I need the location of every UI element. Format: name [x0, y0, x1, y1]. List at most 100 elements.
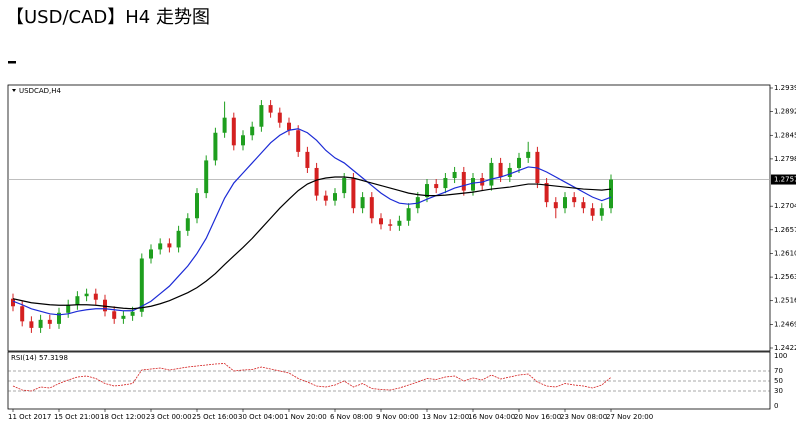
candle-body [599, 208, 604, 216]
candle-body [222, 117, 227, 133]
candle-body [84, 293, 89, 297]
candle-body [185, 218, 190, 231]
candle-body [489, 162, 494, 186]
current-price-label: 1.2757 [774, 176, 796, 184]
y-tick-label: 1.2610 [774, 249, 796, 257]
y-tick-label: 1.2845 [774, 131, 796, 139]
moving-average [12, 176, 612, 310]
candle-body [342, 178, 347, 194]
candle-body [314, 167, 319, 196]
candle-body [103, 299, 107, 312]
rsi-line [12, 363, 612, 392]
candle-body [195, 193, 199, 219]
x-tick-label: 11 Oct 2017 [8, 413, 51, 421]
candle-body [609, 179, 613, 209]
pane-icon [12, 89, 16, 92]
candle-body [434, 184, 439, 189]
candle-body [167, 243, 172, 248]
candle-body [287, 122, 291, 131]
candle-body [333, 193, 337, 201]
candle-body [11, 298, 15, 307]
x-tick-label: 20 Nov 16:00 [514, 413, 561, 421]
candle-body [296, 130, 301, 152]
marker [8, 61, 16, 64]
x-tick-label: 25 Oct 16:00 [192, 413, 238, 421]
y-tick-label: 1.2516 [774, 297, 796, 305]
candle-body [20, 306, 25, 322]
x-tick-label: 1 Nov 20:00 [284, 413, 327, 421]
candle-body [369, 197, 374, 219]
candle-body [130, 311, 135, 316]
candle-body [351, 178, 356, 209]
candle-body [452, 171, 457, 179]
candle-body [75, 296, 80, 305]
price-pane [7, 84, 771, 352]
x-tick-label: 15 Oct 21:00 [54, 413, 100, 421]
x-tick-label: 13 Nov 12:00 [422, 413, 469, 421]
candle-body [526, 151, 531, 158]
candle-body [360, 197, 365, 209]
y-tick-label: 30 [774, 387, 783, 395]
candle-body [590, 208, 595, 216]
candle-body [388, 224, 393, 226]
candle-body [397, 220, 402, 226]
candle-body [250, 126, 255, 136]
x-tick-label: 9 Nov 00:00 [376, 413, 419, 421]
y-tick-label: 0 [774, 402, 778, 410]
candle-body [323, 195, 328, 201]
candle-body [121, 315, 126, 319]
candle-body [38, 319, 43, 328]
candle-body [149, 249, 153, 259]
candle-body [443, 178, 448, 189]
candle-body [425, 184, 429, 198]
candle-body [563, 197, 567, 209]
x-tick-label: 16 Nov 04:00 [468, 413, 515, 421]
y-tick-label: 1.2657 [774, 226, 796, 234]
y-tick-label: 1.2704 [774, 202, 796, 210]
y-tick-label: 1.2892 [774, 108, 796, 116]
x-tick-label: 27 Nov 20:00 [606, 413, 653, 421]
y-tick-label: 50 [774, 377, 783, 385]
candle-body [406, 208, 411, 221]
y-tick-label: 1.2422 [774, 344, 796, 352]
candle-body [176, 230, 181, 248]
candle-body [277, 112, 282, 123]
candle-body [517, 157, 521, 168]
y-tick-label: 100 [774, 352, 787, 360]
candle-body [461, 171, 466, 191]
candle-body [572, 197, 577, 203]
candle-body [471, 178, 475, 191]
candle-body [139, 258, 144, 312]
candle-body [93, 293, 98, 300]
candle-body [29, 321, 34, 328]
rsi-pane [7, 351, 771, 410]
y-tick-label: 1.2798 [774, 155, 796, 163]
y-tick-label: 70 [774, 367, 783, 375]
candle-body [112, 311, 117, 319]
candle-body [268, 105, 273, 113]
candle-body [57, 312, 61, 324]
x-tick-label: 30 Oct 04:00 [238, 413, 284, 421]
current-price-box [771, 174, 796, 185]
candle-body [158, 243, 163, 250]
pane-title: USDCAD,H4 [19, 87, 62, 95]
candle-body [507, 167, 512, 178]
candle-body [259, 105, 264, 127]
candle-body [231, 117, 236, 146]
candle-body [544, 183, 549, 203]
x-tick-label: 23 Oct 00:00 [146, 413, 192, 421]
candle-body [47, 319, 52, 324]
rsi-title: RSI(14) 57.3198 [11, 354, 68, 362]
y-tick-label: 1.2939 [774, 84, 796, 92]
x-tick-label: 23 Nov 08:00 [560, 413, 607, 421]
candle-body [581, 202, 586, 209]
candle-body [66, 304, 71, 313]
candle-body [241, 135, 245, 146]
candle-body [213, 132, 218, 161]
page-title: 【USD/CAD】H4 走势图 [6, 7, 210, 28]
moving-average [12, 128, 612, 316]
candle-body [553, 202, 558, 209]
candle-body [204, 160, 209, 194]
x-tick-label: 6 Nov 08:00 [330, 413, 373, 421]
